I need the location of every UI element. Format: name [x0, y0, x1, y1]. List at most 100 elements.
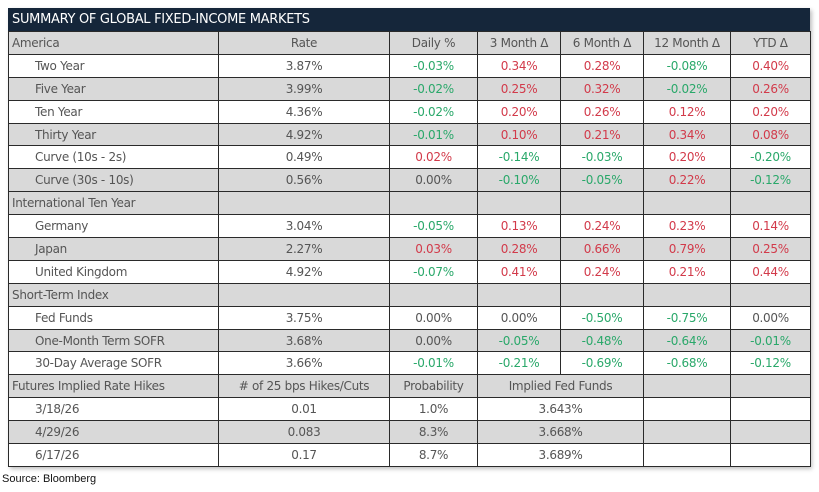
change-cell: 0.25%: [477, 76, 561, 101]
section-title: Short-Term Index: [8, 282, 219, 307]
change-cell: 0.03%: [389, 237, 478, 261]
change-cell: -0.05%: [477, 328, 561, 353]
table-title: SUMMARY OF GLOBAL FIXED-INCOME MARKETS: [8, 8, 810, 31]
column-header: Rate: [218, 31, 390, 55]
change-cell: 0.10%: [477, 122, 561, 147]
change-cell: 0.66%: [560, 237, 644, 261]
futures-header-row: Futures Implied Rate Hikes # of 25 bps Hi…: [8, 374, 811, 399]
empty-cell: [730, 443, 811, 467]
column-header: 3 Month Δ: [477, 31, 561, 55]
table-row: Thirty Year 4.92% -0.01% 0.10% 0.21% 0.34% 0.0…: [8, 122, 811, 147]
change-cell: 0.12%: [643, 99, 731, 124]
rate-cell: 4.92%: [218, 259, 390, 284]
rate-cell: 0.49%: [218, 145, 390, 170]
change-cell: -0.50%: [560, 305, 644, 330]
section-header-row: International Ten Year: [8, 191, 811, 216]
change-cell: 0.00%: [389, 328, 478, 353]
change-cell: 0.26%: [560, 99, 644, 124]
empty-cell: [643, 374, 731, 399]
hikes-cuts: 0.01: [218, 397, 390, 422]
table-row: One-Month Term SOFR 3.68% 0.00% -0.05% -0.48…: [8, 328, 811, 353]
empty-cell: [643, 443, 731, 467]
probability: 1.0%: [389, 397, 478, 422]
column-header: [730, 282, 811, 307]
rate-cell: 4.36%: [218, 99, 390, 124]
empty-cell: [730, 374, 811, 399]
hikes-cuts: 0.17: [218, 443, 390, 467]
change-cell: 0.28%: [477, 237, 561, 261]
column-header: Daily %: [389, 31, 478, 55]
section-title: America: [8, 31, 219, 55]
futures-row: 3/18/26 0.01 1.0% 3.643%: [8, 397, 811, 422]
column-header: [477, 282, 561, 307]
change-cell: -0.01%: [389, 351, 478, 376]
change-cell: 0.34%: [643, 122, 731, 147]
row-label: Fed Funds: [8, 305, 219, 330]
change-cell: -0.75%: [643, 305, 731, 330]
rate-cell: 4.92%: [218, 122, 390, 147]
column-header: [730, 191, 811, 216]
row-label: Germany: [8, 214, 219, 239]
column-header: [560, 191, 644, 216]
change-cell: 0.26%: [730, 76, 811, 101]
table-row: Five Year 3.99% -0.02% 0.25% 0.32% -0.02% 0.26…: [8, 76, 811, 101]
column-header: [218, 282, 390, 307]
table-row: United Kingdom 4.92% -0.07% 0.41% 0.24% 0.21%…: [8, 259, 811, 284]
table-row: Two Year 3.87% -0.03% 0.34% 0.28% -0.08% 0.40%: [8, 53, 811, 78]
change-cell: -0.03%: [389, 53, 478, 78]
column-header: # of 25 bps Hikes/Cuts: [218, 374, 390, 399]
change-cell: -0.03%: [560, 145, 644, 170]
column-header: [643, 191, 731, 216]
change-cell: -0.05%: [389, 214, 478, 239]
row-label: Japan: [8, 237, 219, 261]
change-cell: 0.34%: [477, 53, 561, 78]
change-cell: 0.20%: [477, 99, 561, 124]
change-cell: -0.02%: [389, 99, 478, 124]
change-cell: 0.44%: [730, 259, 811, 284]
change-cell: -0.01%: [389, 122, 478, 147]
row-label: Curve (10s - 2s): [8, 145, 219, 170]
change-cell: 0.14%: [730, 214, 811, 239]
column-header: Implied Fed Funds: [477, 374, 644, 399]
empty-cell: [730, 420, 811, 445]
column-header: [560, 282, 644, 307]
change-cell: -0.07%: [389, 259, 478, 284]
row-label: Thirty Year: [8, 122, 219, 147]
row-label: Ten Year: [8, 99, 219, 124]
table-row: Fed Funds 3.75% 0.00% 0.00% -0.50% -0.75% 0.00…: [8, 305, 811, 330]
row-label: Curve (30s - 10s): [8, 168, 219, 193]
empty-cell: [643, 397, 731, 422]
change-cell: -0.68%: [643, 351, 731, 376]
change-cell: 0.40%: [730, 53, 811, 78]
row-label: United Kingdom: [8, 259, 219, 284]
change-cell: -0.02%: [389, 76, 478, 101]
change-cell: 0.22%: [643, 168, 731, 193]
change-cell: -0.08%: [643, 53, 731, 78]
row-label: Two Year: [8, 53, 219, 78]
change-cell: 0.25%: [730, 237, 811, 261]
change-cell: -0.14%: [477, 145, 561, 170]
source-note: Source: Bloomberg: [2, 473, 97, 485]
table-row: Germany 3.04% -0.05% 0.13% 0.24% 0.23% 0.14%: [8, 214, 811, 239]
change-cell: 0.08%: [730, 122, 811, 147]
table-row: Japan 2.27% 0.03% 0.28% 0.66% 0.79% 0.25%: [8, 237, 811, 261]
rate-cell: 3.04%: [218, 214, 390, 239]
hikes-cuts: 0.083: [218, 420, 390, 445]
change-cell: -0.02%: [643, 76, 731, 101]
table-row: 30-Day Average SOFR 3.66% -0.01% -0.21% -0.6…: [8, 351, 811, 376]
implied-fed-funds: 3.689%: [477, 443, 644, 467]
change-cell: -0.12%: [730, 351, 811, 376]
change-cell: 0.13%: [477, 214, 561, 239]
change-cell: -0.10%: [477, 168, 561, 193]
column-header: [643, 282, 731, 307]
change-cell: 0.00%: [389, 168, 478, 193]
rate-cell: 2.27%: [218, 237, 390, 261]
rate-cell: 3.99%: [218, 76, 390, 101]
change-cell: 0.20%: [643, 145, 731, 170]
rate-cell: 0.56%: [218, 168, 390, 193]
column-header: 12 Month Δ: [643, 31, 731, 55]
section-header-row: Short-Term Index: [8, 282, 811, 307]
row-label: One-Month Term SOFR: [8, 328, 219, 353]
rate-cell: 3.87%: [218, 53, 390, 78]
